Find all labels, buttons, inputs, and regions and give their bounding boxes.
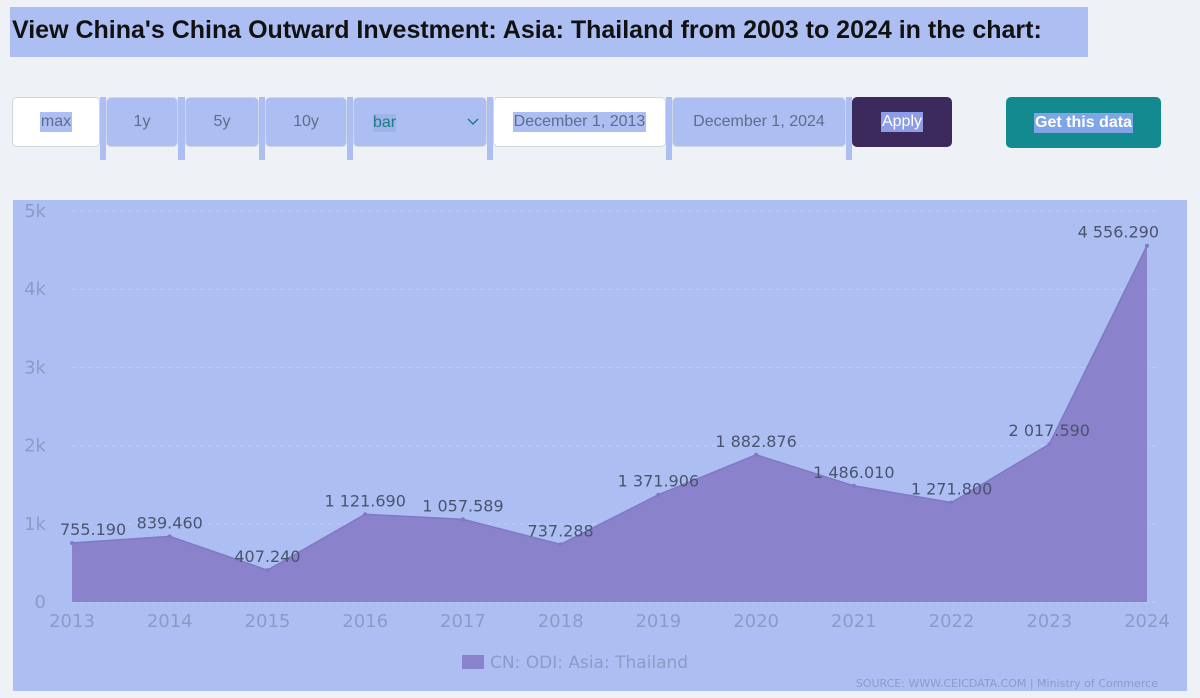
x-tick-label: 2014 [147,611,193,632]
data-point [70,540,74,545]
x-tick-label: 2013 [49,611,95,632]
y-tick-label: 4k [24,279,46,300]
chart-type-value: bar [373,114,397,132]
y-tick-label: 1k [24,514,46,535]
range-button-label: 10y [293,113,319,130]
y-tick-label: 0 [35,592,46,613]
range-button-max[interactable]: max [12,97,100,147]
data-point [1145,243,1149,248]
range-button-label: 5y [213,113,231,130]
x-tick-label: 2024 [1124,611,1170,632]
control-separator [100,97,106,160]
y-tick-label: 3k [24,357,46,378]
y-tick-label: 5k [24,201,46,222]
data-point [754,452,759,457]
data-point [1047,442,1052,447]
data-point [460,517,465,522]
x-tick-label: 2015 [245,611,291,632]
data-point [558,542,563,547]
chart-type-select[interactable]: bar [353,97,487,147]
data-label: 1 121.690 [324,491,405,510]
page-title: View China's China Outward Investment: A… [12,16,1042,44]
data-label: 839.460 [137,513,203,532]
data-label: 407.240 [234,547,300,566]
control-separator [347,97,353,160]
range-button-label: 1y [133,113,151,130]
start-date-input[interactable]: December 1, 2013 [493,97,666,147]
title-bar [10,7,1088,57]
x-tick-label: 2021 [831,611,877,632]
x-tick-label: 2018 [538,611,584,632]
data-label: 755.190 [60,520,126,539]
range-button-label: max [39,112,73,132]
data-point [167,534,172,539]
x-tick-label: 2019 [635,611,681,632]
data-label: 1 271.800 [911,480,992,499]
apply-button[interactable]: Apply [852,97,952,147]
data-label: 2 017.590 [1009,421,1090,440]
start-date-value: December 1, 2013 [512,112,647,132]
range-button-5y[interactable]: 5y [185,97,259,147]
control-separator [666,97,672,160]
data-point [851,483,856,488]
series-line [71,245,1148,571]
legend-label: CN: ODI: Asia: Thailand [490,653,688,673]
x-tick-label: 2016 [342,611,388,632]
control-separator [487,97,493,160]
data-point [265,568,270,573]
end-date-input[interactable]: December 1, 2024 [672,97,846,147]
get-this-data-label: Get this data [1034,112,1133,133]
data-label: 1 057.589 [422,496,503,515]
data-label: 1 371.906 [618,472,699,491]
range-button-1y[interactable]: 1y [106,97,178,147]
x-tick-label: 2020 [733,611,779,632]
data-point [656,492,661,497]
apply-button-label: Apply [880,112,924,132]
control-separator [846,97,852,160]
data-label: 1 486.010 [813,463,894,482]
data-point [949,500,954,505]
y-tick-label: 2k [24,436,46,457]
x-tick-label: 2023 [1026,611,1072,632]
range-button-10y[interactable]: 10y [265,97,347,147]
data-point [363,512,368,517]
control-separator [178,97,185,160]
data-label: 737.288 [528,521,594,540]
end-date-value: December 1, 2024 [693,113,825,130]
series-area [72,245,1147,602]
chevron-down-icon [467,118,479,126]
source-note: SOURCE: WWW.CEICDATA.COM | Ministry of C… [856,677,1158,690]
get-this-data-button[interactable]: Get this data [1006,97,1161,148]
control-separator [259,97,265,160]
x-tick-label: 2017 [440,611,486,632]
legend-swatch [462,655,484,669]
data-label: 1 882.876 [715,432,796,451]
data-label: 4 556.290 [1078,223,1159,242]
x-tick-label: 2022 [929,611,975,632]
